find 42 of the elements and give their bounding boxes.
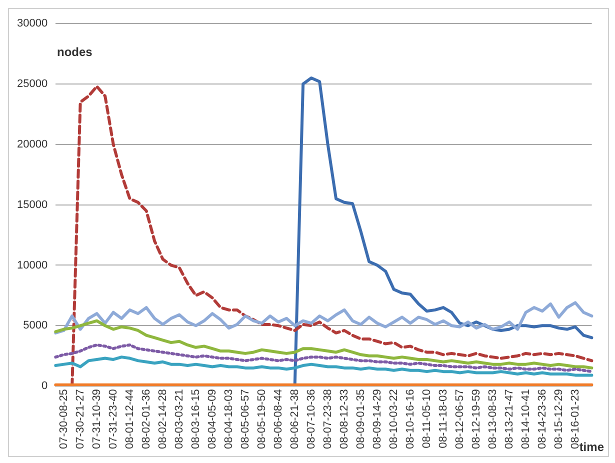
y-tick-label: 25000	[16, 78, 48, 90]
x-tick-label: 08-05-19-50	[256, 389, 268, 450]
x-tick-label: 08-02-14-28	[156, 389, 169, 450]
x-tick-label: 08-11-05-10	[420, 389, 433, 448]
y-axis-title: nodes	[57, 45, 92, 59]
x-tick-label: 08-04-18-03	[222, 389, 235, 450]
x-tick-label: 08-08-12-33	[338, 389, 350, 450]
x-axis-title: time	[579, 440, 604, 454]
x-tick-label: 08-06-21-38	[288, 389, 301, 450]
y-tick-label: 10000	[16, 259, 48, 272]
x-tick-label: 08-14-23-36	[536, 389, 548, 450]
x-tick-label: 08-12-06-57	[454, 389, 466, 450]
x-tick-label: 08-02-01-36	[140, 389, 152, 450]
x-tick-label: 07-30-08-25	[58, 389, 70, 450]
x-tick-label: 08-05-06-57	[239, 389, 252, 450]
y-tick-label: 5000	[23, 320, 48, 332]
x-tick-label: 07-30-21-27	[74, 389, 86, 450]
y-tick-label: 30000	[16, 18, 48, 30]
x-tick-label: 07-31-23-40	[107, 389, 120, 450]
x-tick-label: 08-12-19-59	[470, 389, 482, 450]
x-tick-label: 08-01-12-44	[124, 389, 136, 450]
x-tick-label: 08-10-16-16	[404, 389, 416, 450]
y-tick-label: 0	[41, 380, 48, 392]
x-tick-label: 08-09-01-35	[354, 389, 367, 450]
x-tick-label: 08-13-08-53	[486, 389, 499, 450]
x-tick-label: 08-03-16-15	[190, 389, 202, 450]
x-tick-label: 08-13-21-47	[503, 389, 516, 450]
x-tick-label: 08-06-08-44	[272, 389, 284, 450]
x-tick-label: 08-03-03-21	[173, 389, 186, 450]
x-tick-label: 08-11-18-03	[437, 389, 450, 448]
x-tick-label: 08-07-10-36	[305, 389, 318, 450]
line-series	[70, 84, 594, 386]
x-tick-label: 08-14-10-41	[520, 389, 532, 450]
x-tick-label: 08-15-12-29	[552, 389, 565, 450]
line-series	[54, 343, 594, 374]
x-tick-label: 07-31-10-39	[90, 389, 103, 450]
x-tick-label: 08-07-23-38	[322, 389, 334, 450]
x-tick-label: 08-09-14-29	[371, 389, 384, 450]
y-tick-label: 15000	[16, 198, 48, 211]
y-tick-label: 20000	[16, 138, 48, 150]
x-tick-label: 08-04-05-09	[206, 389, 218, 450]
x-tick-label: 08-10-03-22	[388, 389, 400, 450]
